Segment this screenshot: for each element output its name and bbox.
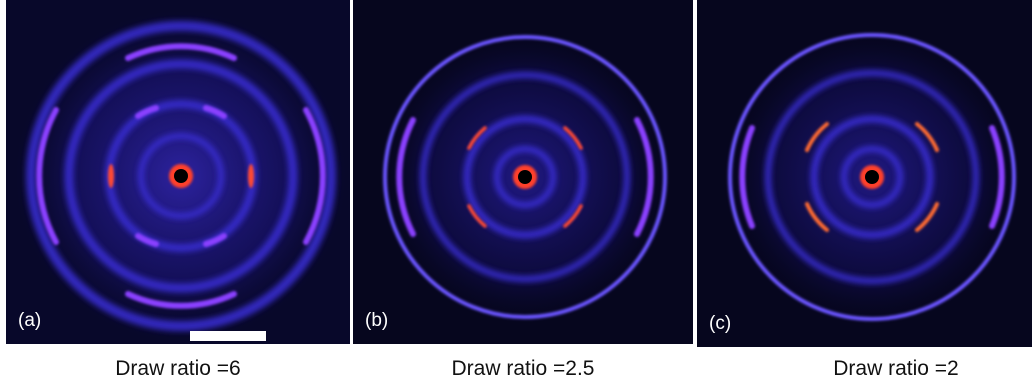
scale-bar bbox=[190, 331, 266, 341]
diffraction-pattern-c bbox=[697, 0, 1032, 347]
caption-b: Draw ratio =2.5 bbox=[451, 357, 595, 380]
diffraction-panel-a: (a) bbox=[6, 0, 350, 344]
panel-tag-b: (b) bbox=[365, 310, 389, 331]
caption-c: Draw ratio =2 bbox=[833, 357, 959, 380]
diffraction-panel-b: (b) bbox=[353, 0, 693, 344]
diffraction-panel-c: (c) bbox=[697, 0, 1032, 347]
diffraction-pattern-a bbox=[6, 0, 350, 344]
caption-a: Draw ratio =6 bbox=[115, 357, 241, 380]
diffraction-pattern-b bbox=[353, 0, 693, 344]
panel-tag-c: (c) bbox=[709, 313, 732, 334]
panel-tag-a: (a) bbox=[18, 310, 42, 331]
